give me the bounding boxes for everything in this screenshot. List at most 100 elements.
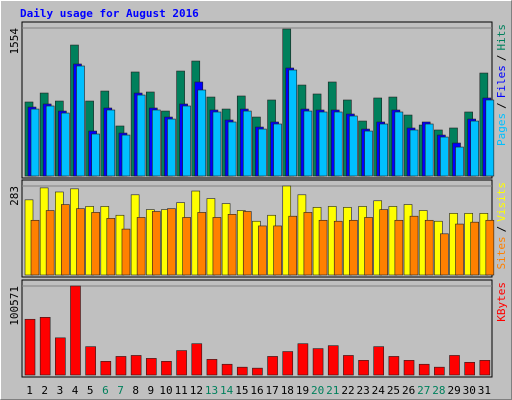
bar	[227, 214, 237, 276]
bar	[318, 219, 328, 276]
x-tick-label: 7	[117, 384, 124, 397]
bar	[76, 208, 85, 276]
x-tick-label: 25	[387, 384, 400, 397]
bar	[333, 111, 343, 177]
bar	[424, 219, 434, 276]
bar	[403, 360, 415, 376]
legend-separator: /	[495, 226, 508, 233]
bar	[70, 285, 81, 376]
bar	[440, 233, 449, 276]
x-tick-label: 8	[132, 384, 139, 397]
x-tick-label: 24	[372, 384, 386, 397]
bar	[91, 133, 100, 177]
bar	[485, 219, 495, 276]
bar	[485, 99, 495, 177]
x-tick-label: 23	[357, 384, 370, 397]
bar	[288, 215, 298, 276]
x-tick-label: 10	[159, 384, 172, 397]
bar	[30, 219, 40, 276]
x-tick-label: 14	[220, 384, 234, 397]
x-tick-label: 31	[478, 384, 491, 397]
bar	[212, 111, 222, 177]
bar	[242, 110, 252, 177]
bar	[409, 129, 419, 177]
y-tick-label: 100571	[8, 286, 21, 326]
x-tick-label: 28	[432, 384, 445, 397]
x-tick-label: 11	[175, 384, 188, 397]
x-tick-label: 5	[87, 384, 94, 397]
bar	[24, 318, 36, 376]
legend-entry: Files	[495, 65, 508, 98]
bar	[409, 215, 419, 276]
bar	[39, 317, 51, 376]
x-tick-label: 1	[26, 384, 33, 397]
bar	[115, 356, 127, 376]
x-tick-label: 3	[57, 384, 64, 397]
legend-separator: /	[495, 102, 508, 109]
bar	[379, 209, 389, 276]
y-tick-label: 1554	[8, 28, 21, 55]
x-tick-label: 9	[148, 384, 155, 397]
bar	[267, 356, 278, 376]
bar	[273, 123, 282, 177]
bar	[106, 218, 116, 276]
bar	[258, 225, 267, 276]
x-tick-label: 12	[190, 384, 203, 397]
bar	[242, 211, 252, 276]
bar	[388, 356, 400, 376]
bar	[258, 128, 267, 177]
bar	[449, 355, 460, 376]
x-tick-label: 2	[41, 384, 48, 397]
bar	[76, 65, 85, 177]
bar	[151, 109, 161, 177]
bar	[373, 346, 385, 376]
bar	[333, 220, 343, 276]
bar	[151, 211, 161, 276]
x-tick-label: 29	[447, 384, 460, 397]
legend: Sites / Visits	[495, 182, 508, 270]
bar	[303, 110, 313, 177]
bar	[327, 345, 339, 376]
x-tick-label: 16	[250, 384, 263, 397]
x-tick-label: 27	[417, 384, 430, 397]
legend-entry: Hits	[495, 24, 508, 51]
x-tick-label: 13	[205, 384, 218, 397]
bar	[455, 223, 464, 276]
x-tick-label: 17	[266, 384, 279, 397]
bar	[130, 355, 142, 376]
bar	[364, 217, 373, 276]
bar	[424, 123, 434, 177]
bar	[176, 350, 187, 376]
legend: Pages / Files / Hits	[495, 24, 508, 146]
bar	[470, 120, 479, 177]
bar	[282, 351, 294, 376]
bar	[312, 348, 324, 376]
bar	[343, 355, 354, 376]
bar	[318, 111, 328, 177]
bar	[161, 361, 172, 376]
x-tick-label: 15	[235, 384, 248, 397]
bar	[55, 337, 66, 376]
bar	[61, 112, 70, 177]
bar	[221, 363, 233, 376]
x-tick-label: 26	[402, 384, 415, 397]
x-tick-label: 19	[296, 384, 309, 397]
bar	[197, 89, 207, 177]
legend-entry: KBytes	[495, 282, 508, 322]
x-tick-label: 30	[463, 384, 476, 397]
bar	[136, 94, 146, 177]
bar	[297, 343, 309, 376]
bar	[227, 121, 237, 177]
bar	[364, 130, 373, 177]
bar	[379, 123, 389, 177]
bar	[197, 212, 207, 276]
bar	[145, 358, 157, 376]
x-tick-label: 22	[341, 384, 354, 397]
bar	[418, 363, 430, 376]
bar	[167, 118, 176, 177]
bar	[136, 217, 146, 276]
bar	[30, 108, 40, 177]
bar	[121, 228, 131, 276]
